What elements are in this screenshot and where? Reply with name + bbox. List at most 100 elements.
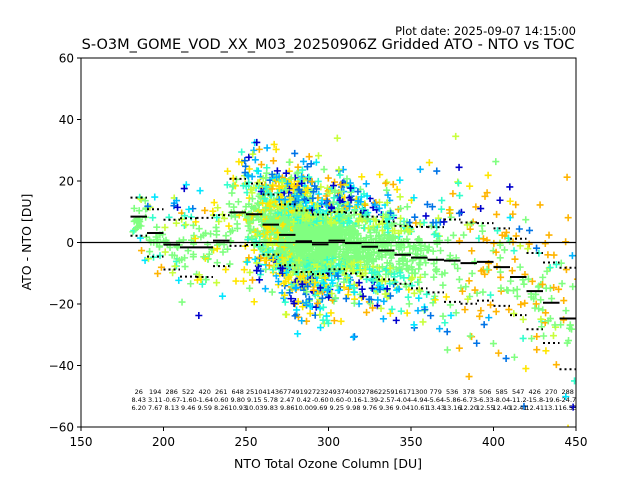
data-point	[330, 226, 338, 234]
data-point	[347, 184, 355, 192]
data-point	[331, 225, 339, 233]
data-point	[218, 292, 226, 300]
data-point	[369, 304, 377, 312]
data-point	[213, 214, 221, 222]
data-point	[293, 192, 301, 200]
data-point	[395, 229, 403, 237]
bin-count: 6774	[279, 388, 296, 396]
data-point	[445, 206, 453, 214]
data-point	[253, 138, 261, 146]
data-point	[466, 332, 474, 340]
data-point	[427, 312, 435, 320]
data-point	[555, 285, 563, 293]
data-point	[364, 224, 372, 232]
data-point	[379, 315, 387, 323]
data-point	[541, 240, 549, 248]
data-point	[419, 318, 427, 326]
data-point	[415, 265, 423, 273]
data-point	[362, 180, 370, 188]
data-point	[242, 162, 250, 170]
data-point	[443, 346, 451, 354]
data-point	[388, 305, 396, 313]
data-point	[290, 252, 298, 260]
data-point	[192, 218, 200, 226]
data-point	[299, 265, 307, 273]
data-point	[542, 284, 550, 292]
data-point	[443, 328, 451, 336]
data-point	[437, 205, 445, 213]
data-point	[261, 256, 269, 264]
data-point	[549, 332, 557, 340]
data-point	[383, 178, 391, 186]
bin-mean-label: 5.78	[264, 396, 278, 404]
data-point	[519, 334, 527, 342]
data-point	[318, 239, 326, 247]
data-point	[329, 279, 337, 287]
data-point	[416, 287, 424, 295]
bin-mean-label: 0.60	[330, 396, 344, 404]
x-tick-label: 200	[152, 435, 175, 449]
data-point	[248, 234, 256, 242]
data-point	[308, 276, 316, 284]
data-point	[273, 173, 281, 181]
data-point	[342, 295, 350, 303]
data-point	[276, 217, 284, 225]
data-point	[490, 239, 498, 247]
data-point	[465, 277, 473, 285]
data-point	[282, 268, 290, 276]
data-point	[533, 346, 541, 354]
data-point	[294, 163, 302, 171]
data-point	[316, 228, 324, 236]
data-point	[130, 217, 138, 225]
data-point	[230, 203, 238, 211]
data-point	[557, 321, 565, 329]
data-point	[282, 251, 290, 259]
data-point	[530, 295, 538, 303]
data-point	[157, 263, 165, 271]
data-point	[511, 255, 519, 263]
data-point	[182, 221, 190, 229]
data-point	[408, 274, 416, 282]
data-point	[307, 264, 315, 272]
bin-count: 522	[182, 388, 194, 396]
data-point	[318, 294, 326, 302]
data-point	[358, 173, 366, 181]
data-point	[479, 288, 487, 296]
data-point	[524, 245, 532, 253]
data-point	[308, 178, 316, 186]
scatter-points	[129, 132, 576, 427]
bin-mean-label: -4.04	[394, 396, 411, 404]
data-point	[230, 209, 238, 217]
bin-mean-label: -1.60	[180, 396, 197, 404]
data-point	[386, 309, 394, 317]
data-point	[525, 240, 533, 248]
bin-std-label: 9.69	[313, 404, 327, 412]
data-point	[381, 290, 389, 298]
data-point	[366, 265, 374, 273]
data-point	[571, 377, 576, 385]
bin-mean-label: -6.33	[477, 396, 494, 404]
data-point	[355, 248, 363, 256]
plot-date: Plot date: 2025-09-07 14:15:00	[395, 24, 576, 38]
x-tick-label: 250	[235, 435, 258, 449]
y-tick-label: 20	[59, 175, 74, 189]
data-point	[558, 280, 566, 288]
data-point	[522, 216, 530, 224]
data-point	[316, 305, 324, 313]
x-tick-label: 450	[565, 435, 588, 449]
data-point	[308, 245, 316, 253]
data-point	[232, 277, 240, 285]
data-point	[314, 202, 322, 210]
data-point	[307, 160, 315, 168]
data-point	[383, 285, 391, 293]
data-point	[440, 218, 448, 226]
data-point	[550, 251, 558, 259]
data-point	[191, 235, 199, 243]
data-point	[382, 179, 390, 187]
bin-mean-label: 3.11	[148, 396, 162, 404]
data-point	[433, 167, 441, 175]
data-point	[306, 309, 314, 317]
data-point	[262, 174, 270, 182]
data-point	[509, 210, 517, 218]
data-point	[417, 247, 425, 255]
